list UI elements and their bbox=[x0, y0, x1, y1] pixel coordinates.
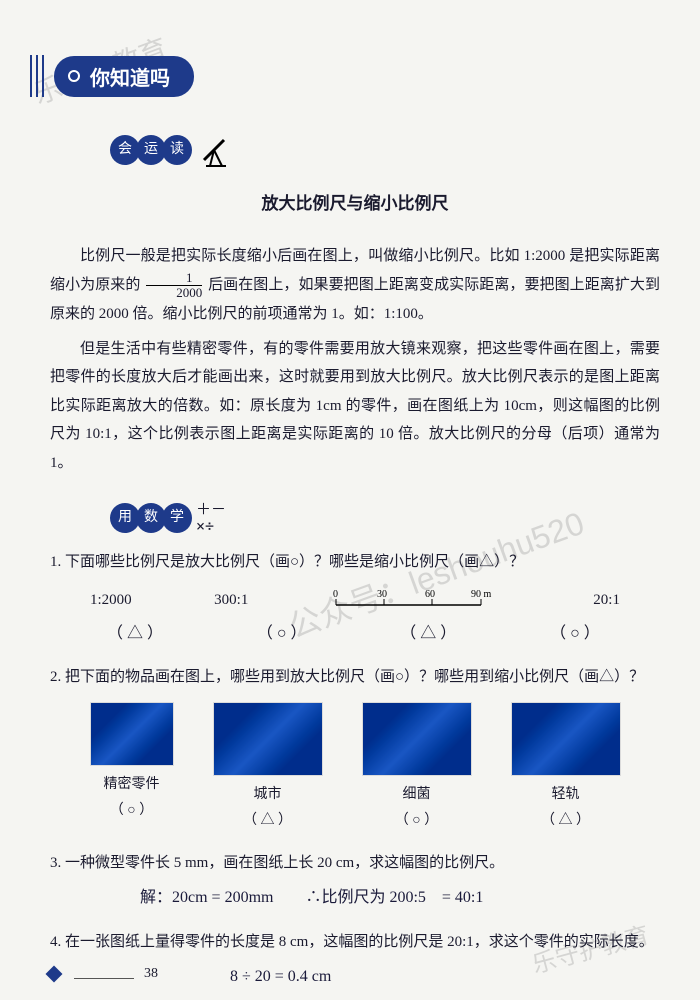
svg-text:60: 60 bbox=[425, 589, 435, 600]
section-use-badge: 用 数 学 ＋－×÷ bbox=[110, 501, 226, 534]
q2-answer: （ △ ） bbox=[213, 808, 323, 835]
q1-text: 1. 下面哪些比例尺是放大比例尺（画○）？哪些是缩小比例尺（画△）？ bbox=[50, 548, 660, 577]
q2-answer: （ △ ） bbox=[511, 808, 621, 835]
footer-line bbox=[74, 978, 134, 979]
math-symbols-icon: ＋－×÷ bbox=[196, 501, 226, 534]
frac-den: 2000 bbox=[146, 285, 202, 300]
q1-answer: （ △ ） bbox=[383, 619, 473, 649]
q2-label: 轻轨 bbox=[511, 782, 621, 809]
question-2: 2. 把下面的物品画在图上，哪些用到放大比例尺（画○）？哪些用到缩小比例尺（画△… bbox=[50, 663, 660, 835]
thumb-train-icon bbox=[511, 702, 621, 776]
q1-item: 1:2000 bbox=[90, 586, 132, 615]
header-tab: 你知道吗 bbox=[30, 55, 194, 97]
q1-item: 20:1 bbox=[593, 586, 620, 615]
badge-char: 学 bbox=[162, 503, 192, 533]
q1-answer: （ ○ ） bbox=[237, 619, 327, 649]
q1-answer: （ △ ） bbox=[90, 619, 180, 649]
q2-label: 精密零件 bbox=[90, 772, 174, 799]
tab-label: 你知道吗 bbox=[54, 56, 194, 97]
diamond-icon bbox=[46, 966, 63, 983]
question-1: 1. 下面哪些比例尺是放大比例尺（画○）？哪些是缩小比例尺（画△）？ 1:200… bbox=[50, 548, 660, 649]
q1-answer: （ ○ ） bbox=[530, 619, 620, 649]
page-content: 会 运 读 放大比例尺与缩小比例尺 比例尺一般是把实际长度缩小后画在图上，叫做缩… bbox=[50, 130, 660, 993]
q2-answer: （ ○ ） bbox=[90, 798, 174, 825]
badge-char: 读 bbox=[162, 135, 192, 165]
frac-num: 1 bbox=[146, 271, 202, 285]
q2-answer: （ ○ ） bbox=[362, 808, 472, 835]
page-number: 38 bbox=[144, 966, 158, 982]
thumb-part-icon bbox=[90, 702, 174, 766]
question-4: 4. 在一张图纸上量得零件的长度是 8 cm，这幅图的比例尺是 20:1，求这个… bbox=[50, 928, 660, 993]
q2-item: 细菌 （ ○ ） bbox=[362, 702, 472, 835]
fraction: 1 2000 bbox=[146, 271, 202, 301]
page-footer: 38 bbox=[48, 966, 158, 982]
question-3: 3. 一种微型零件长 5 mm，画在图纸上长 20 cm，求这幅图的比例尺。 解… bbox=[50, 849, 660, 914]
section-read-badge: 会 运 读 bbox=[110, 130, 236, 170]
q2-item: 轻轨 （ △ ） bbox=[511, 702, 621, 835]
q3-text: 3. 一种微型零件长 5 mm，画在图纸上长 20 cm，求这幅图的比例尺。 bbox=[50, 849, 660, 878]
q2-item: 城市 （ △ ） bbox=[213, 702, 323, 835]
tab-decor-bars bbox=[30, 55, 48, 97]
paragraph-2: 但是生活中有些精密零件，有的零件需要用放大镜来观察，把这些零件画在图上，需要把零… bbox=[50, 335, 660, 478]
svg-text:90 m: 90 m bbox=[471, 589, 492, 600]
q3-handwriting: 解：20cm = 200mm ∴比例尺为 200:5 = 40:1 bbox=[140, 883, 660, 913]
thumb-city-icon bbox=[213, 702, 323, 776]
q2-label: 细菌 bbox=[362, 782, 472, 809]
paragraph-1: 比例尺一般是把实际长度缩小后画在图上，叫做缩小比例尺。比如 1:2000 是把实… bbox=[50, 242, 660, 329]
q2-item: 精密零件 （ ○ ） bbox=[90, 702, 174, 835]
svg-text:30: 30 bbox=[377, 589, 387, 600]
thumb-bacteria-icon bbox=[362, 702, 472, 776]
q2-label: 城市 bbox=[213, 782, 323, 809]
q2-text: 2. 把下面的物品画在图上，哪些用到放大比例尺（画○）？哪些用到缩小比例尺（画△… bbox=[50, 663, 660, 692]
para1-part-b: 后画在图上，如果要把图上距离变成实际距离，要把图上距离扩大到原来的 2000 倍… bbox=[50, 277, 660, 322]
q4-text: 4. 在一张图纸上量得零件的长度是 8 cm，这幅图的比例尺是 20:1，求这个… bbox=[50, 928, 660, 957]
svg-text:0: 0 bbox=[333, 589, 338, 600]
article-title: 放大比例尺与缩小比例尺 bbox=[50, 188, 660, 220]
ruler-scale: 0 30 60 90 m bbox=[331, 585, 511, 615]
telescope-icon bbox=[196, 130, 236, 170]
q4-handwriting: 8 ÷ 20 = 0.4 cm bbox=[230, 962, 660, 992]
q1-item: 300:1 bbox=[214, 586, 248, 615]
